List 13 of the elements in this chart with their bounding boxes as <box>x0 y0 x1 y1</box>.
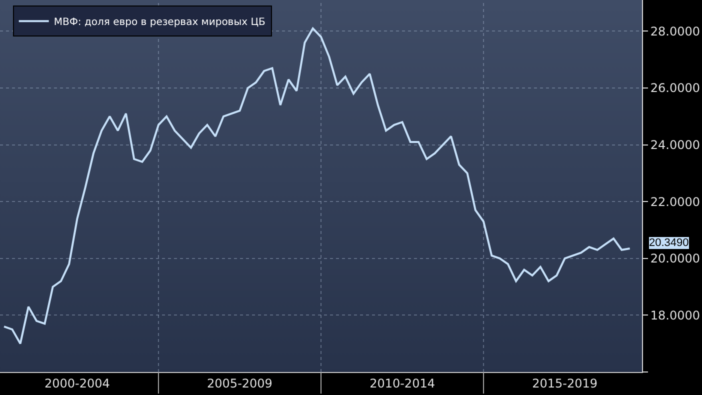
legend-label: МВФ: доля евро в резервах мировых ЦБ <box>54 16 266 28</box>
x-tick-label: 2010-2014 <box>370 376 435 390</box>
y-tick-label: 24.0000 <box>650 138 700 152</box>
x-tick-label: 2015-2019 <box>532 376 598 390</box>
y-tick-label: 28.0000 <box>650 24 700 38</box>
y-tick-label: 26.0000 <box>650 81 700 96</box>
y-tick-label: 18.0000 <box>650 308 700 322</box>
data-label: 20.3490 <box>649 237 689 249</box>
line-series <box>3 27 631 345</box>
y-tick-label: 22.0000 <box>650 194 700 209</box>
x-tick-label: 2005-2009 <box>207 376 272 390</box>
y-tick-label: 20.0000 <box>650 252 700 266</box>
x-tick-label: 2000-2004 <box>44 376 110 390</box>
